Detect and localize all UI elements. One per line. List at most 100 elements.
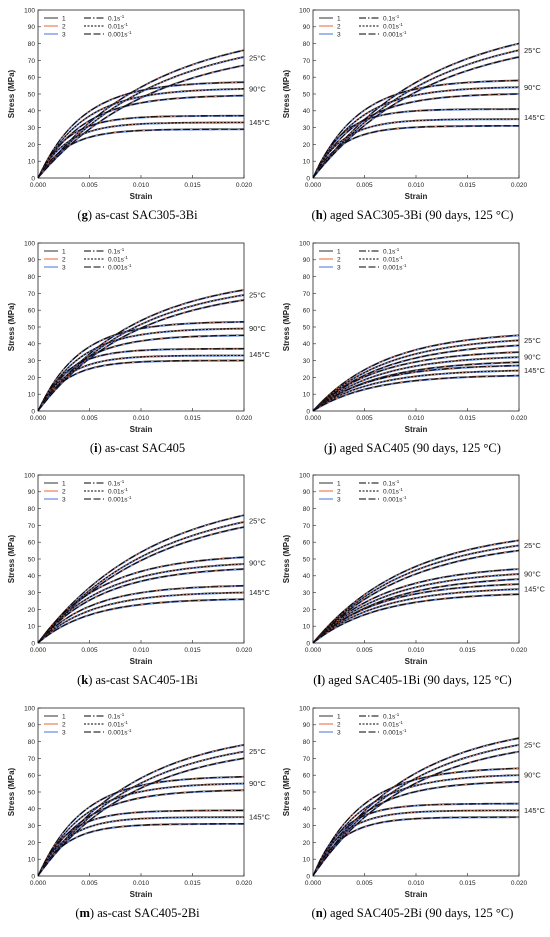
legend-rate-label: 0.1s-1	[383, 712, 400, 721]
y-tick-label: 100	[24, 7, 35, 14]
curve-145C-rate1-specimen1	[37, 809, 244, 876]
curve-90C-rate2-specimen1	[37, 563, 245, 643]
temperature-label: 90°C	[249, 324, 266, 333]
legend-label: 3	[62, 264, 66, 271]
fit-curve-90C-rate1	[312, 351, 520, 412]
legend-rate-label: 0.1s-1	[383, 479, 400, 488]
curve-145C-rate2-specimen1	[37, 591, 245, 643]
fit-curve-90C-rate3	[37, 568, 245, 644]
y-tick-label: 0	[306, 873, 310, 880]
y-tick-label: 80	[303, 274, 311, 281]
y-tick-label: 70	[28, 58, 36, 65]
legend-label: 2	[62, 23, 66, 30]
legend-label: 1	[62, 480, 66, 487]
legend-label: 1	[62, 15, 66, 22]
legend-rate-exponent: -1	[128, 30, 132, 35]
curve-145C-rate1-specimen1	[312, 108, 519, 178]
x-tick-label: 0.010	[133, 415, 150, 422]
panel-caption: (j) aged SAC405 (90 days, 125 °C)	[324, 441, 501, 455]
curve-145C-rate2-specimen3	[312, 589, 520, 644]
x-tick-label: 0.005	[356, 647, 373, 654]
temperature-label: 25°C	[524, 46, 541, 55]
curve-25C-rate2-specimen2	[37, 294, 245, 412]
y-tick-label: 0	[306, 408, 310, 415]
curve-145C-rate3-specimen2	[312, 125, 519, 179]
y-tick-label: 20	[28, 607, 36, 614]
fit-curve-145C-rate2	[312, 588, 520, 644]
chart-panel-l: 0 10 20 30 40 50 60 70 80 90 100 0.000 0.005 0.010 0.0…	[275, 465, 550, 699]
curve-145C-rate1-specimen3	[312, 804, 520, 877]
x-tick-label: 0.005	[81, 415, 98, 422]
y-tick-label: 70	[28, 756, 36, 763]
y-tick-label: 40	[28, 341, 36, 348]
fit-curve-145C-rate2	[37, 122, 245, 179]
y-tick-label: 100	[24, 705, 35, 712]
curve-25C-rate1-specimen1	[37, 49, 245, 178]
y-tick-label: 70	[303, 291, 311, 298]
curve-25C-rate2-specimen3	[37, 522, 245, 644]
y-tick-label: 40	[303, 573, 311, 580]
curve-90C-rate2-specimen3	[312, 775, 520, 877]
curve-25C-rate2-specimen1	[312, 49, 520, 178]
x-tick-label: 0.020	[236, 880, 253, 887]
curve-145C-rate1-specimen1	[37, 114, 244, 178]
temperature-label: 90°C	[524, 570, 541, 579]
chart-svg-m: 0 10 20 30 40 50 60 70 80 90 100 0.000 0.005 0.010 0.0…	[7, 705, 271, 899]
curve-90C-rate1-specimen2	[312, 568, 520, 644]
curve-90C-rate2-specimen1	[312, 774, 520, 876]
y-tick-label: 50	[28, 324, 36, 331]
fit-curve-90C-rate1	[312, 80, 520, 179]
y-tick-label: 30	[303, 590, 311, 597]
fit-curve-145C-rate3	[312, 375, 520, 412]
legend-rate-label: 0.01s-1	[383, 22, 403, 31]
curve-90C-rate1-specimen1	[312, 767, 520, 876]
y-tick-label: 0	[31, 640, 35, 647]
curve-90C-rate2-specimen3	[37, 329, 245, 412]
legend-rate-label: 0.001s-1	[108, 495, 132, 504]
x-tick-label: 0.020	[236, 647, 253, 654]
curve-25C-rate3-specimen1	[312, 549, 520, 643]
y-tick-label: 70	[303, 756, 311, 763]
fit-curve-145C-rate3	[312, 125, 519, 179]
y-tick-label: 0	[306, 175, 310, 182]
x-tick-label: 0.005	[81, 647, 98, 654]
x-tick-label: 0.000	[305, 415, 322, 422]
fit-curve-90C-rate3	[312, 93, 520, 179]
y-tick-label: 90	[303, 24, 311, 31]
legend-label: 1	[337, 480, 341, 487]
x-tick-label: 0.020	[236, 415, 253, 422]
fit-curve-25C-rate2	[37, 56, 245, 179]
curve-25C-rate3-specimen3	[312, 550, 520, 644]
y-axis-label: Stress (MPa)	[7, 69, 16, 118]
x-tick-label: 0.015	[459, 647, 476, 654]
y-tick-label: 90	[28, 722, 36, 729]
y-tick-label: 10	[303, 159, 311, 166]
legend-rate-label: 0.001s-1	[383, 30, 407, 39]
y-tick-label: 90	[303, 722, 311, 729]
curve-145C-rate3-specimen1	[37, 359, 244, 411]
x-tick-label: 0.000	[305, 182, 322, 189]
y-tick-label: 0	[31, 175, 35, 182]
x-tick-label: 0.000	[305, 647, 322, 654]
x-tick-label: 0.015	[459, 182, 476, 189]
x-tick-label: 0.010	[133, 880, 150, 887]
legend-rate-label: 0.01s-1	[383, 255, 403, 264]
curve-25C-rate1-specimen1	[312, 42, 520, 178]
x-tick-label: 0.000	[305, 880, 322, 887]
y-tick-label: 40	[303, 341, 311, 348]
x-tick-label: 0.005	[356, 182, 373, 189]
fit-curve-90C-rate1	[37, 776, 245, 877]
y-tick-label: 20	[303, 840, 311, 847]
fit-curve-145C-rate2	[37, 355, 245, 412]
legend-label: 3	[337, 496, 341, 503]
legend-rate-exponent: -1	[395, 14, 399, 19]
chart-svg-l: 0 10 20 30 40 50 60 70 80 90 100 0.000 0.005 0.010 0.0…	[282, 472, 546, 666]
fit-curve-25C-rate3	[312, 550, 520, 644]
legend-label: 3	[62, 496, 66, 503]
y-tick-label: 20	[28, 840, 36, 847]
legend-rate-label: 0.001s-1	[108, 728, 132, 737]
x-axis-label: Strain	[405, 890, 428, 899]
legend-rate-exponent: -1	[120, 247, 124, 252]
curve-145C-rate2-specimen2	[312, 810, 520, 877]
curve-90C-rate3-specimen3	[312, 94, 520, 179]
